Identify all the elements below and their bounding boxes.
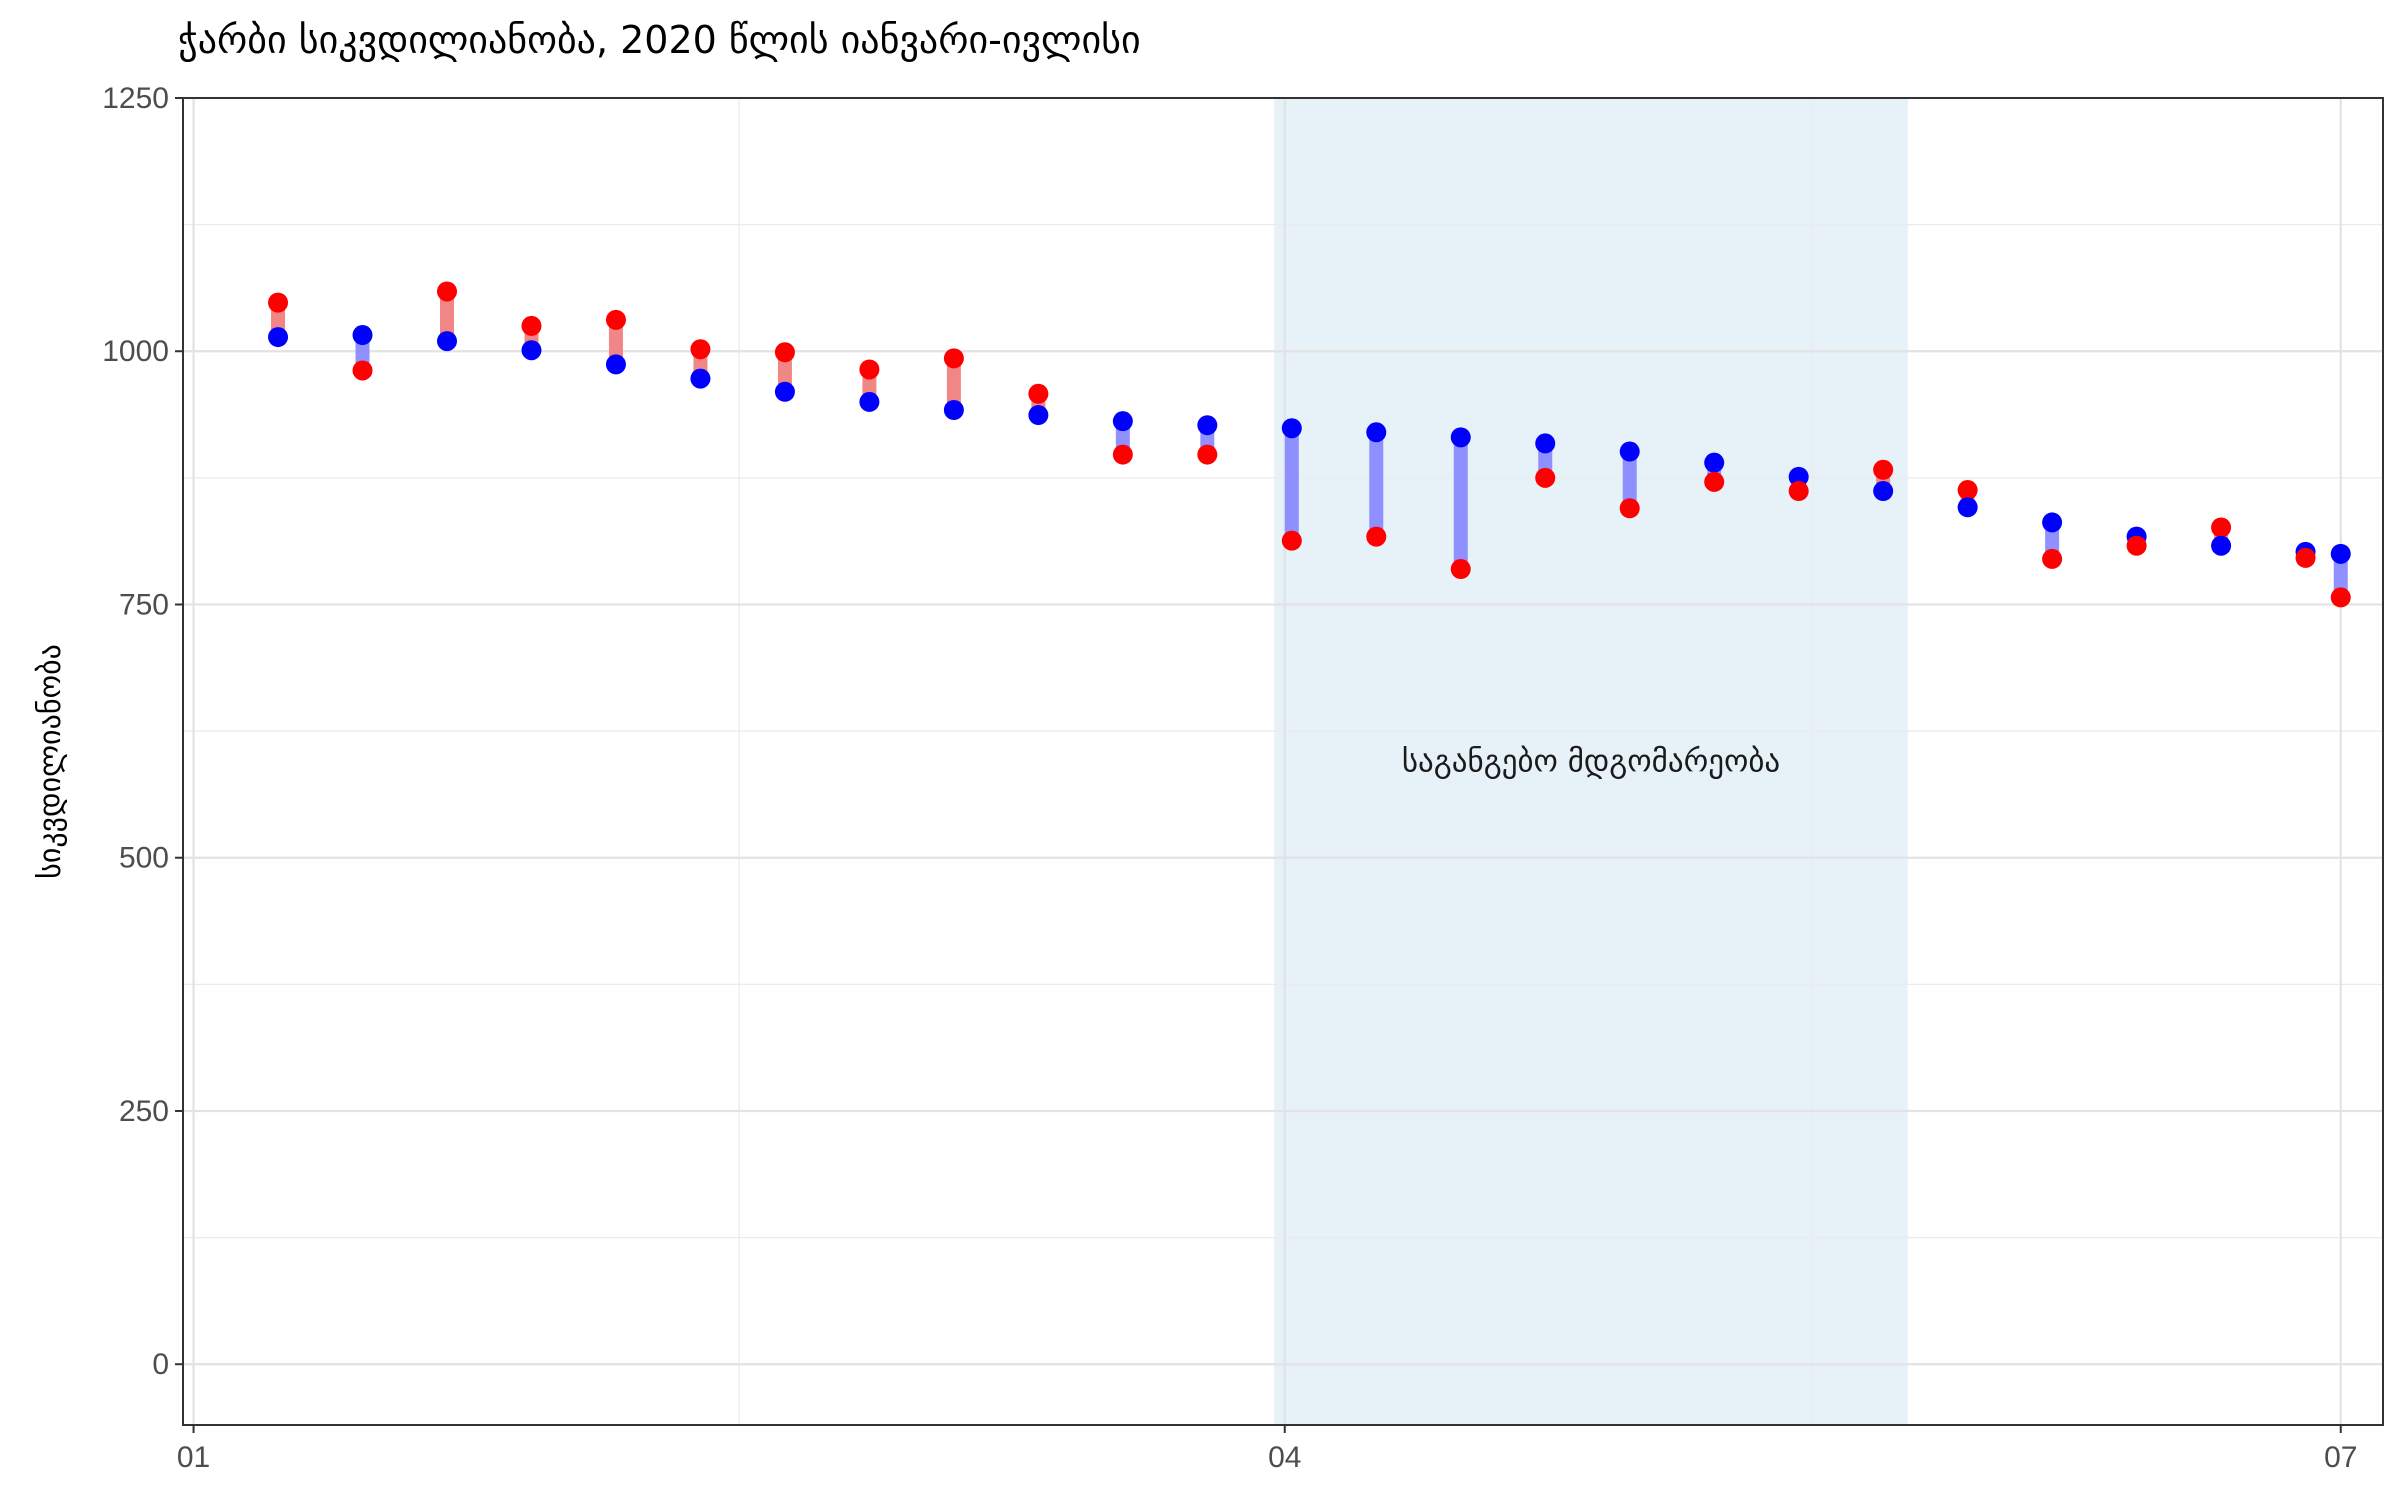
point-blue — [1704, 452, 1725, 473]
point-blue — [2211, 535, 2232, 556]
point-blue — [1366, 422, 1387, 443]
point-red — [1535, 467, 1556, 488]
point-blue — [1788, 466, 1809, 487]
shaded-region — [1274, 98, 1908, 1425]
point-red — [859, 359, 880, 380]
y-tick-label: 250 — [119, 1095, 169, 1128]
y-tick-label: 1000 — [102, 335, 169, 368]
y-axis-title: სიკვდილიანობა — [33, 644, 68, 879]
point-blue — [1197, 415, 1218, 436]
point-blue — [1281, 418, 1302, 439]
point-red — [1281, 530, 1302, 551]
y-tick-label: 750 — [119, 588, 169, 621]
point-red — [1704, 471, 1725, 492]
point-blue — [268, 327, 289, 348]
point-red — [2211, 517, 2232, 538]
x-tick-label: 04 — [1268, 1441, 1301, 1474]
point-blue — [1873, 481, 1894, 502]
point-blue — [859, 391, 880, 412]
point-red — [1366, 526, 1387, 547]
point-red — [1197, 444, 1218, 465]
point-red — [943, 348, 964, 369]
y-tick-label: 500 — [119, 842, 169, 875]
point-blue — [1450, 427, 1471, 448]
point-blue — [1535, 433, 1556, 454]
point-blue — [2042, 512, 2063, 533]
point-blue — [1112, 411, 1133, 432]
y-tick-label: 1250 — [102, 82, 169, 115]
point-blue — [1957, 497, 1978, 518]
point-red — [2330, 587, 2351, 608]
point-red — [2126, 535, 2147, 556]
point-blue — [605, 354, 626, 375]
point-red — [1112, 444, 1133, 465]
point-red — [521, 315, 542, 336]
point-blue — [1028, 405, 1049, 426]
point-blue — [437, 331, 457, 352]
point-blue — [774, 381, 795, 402]
point-blue — [352, 325, 373, 346]
y-tick-label: 0 — [152, 1348, 169, 1381]
point-red — [268, 292, 289, 313]
point-red — [1619, 498, 1640, 519]
point-red — [1788, 481, 1809, 502]
x-tick-label: 07 — [2324, 1441, 2357, 1474]
point-red — [605, 309, 626, 330]
point-red — [1028, 383, 1049, 404]
point-red — [774, 342, 795, 363]
point-blue — [2330, 543, 2351, 564]
point-red — [1957, 480, 1978, 501]
point-blue — [1619, 441, 1640, 462]
point-red — [1450, 559, 1471, 580]
shaded-region-label: საგანგებო მდგომარეობა — [1402, 744, 1780, 780]
chart-title: ჭარბი სიკვდილიანობა, 2020 წლის იანვარი-ი… — [178, 18, 1141, 62]
panel-border — [182, 97, 2384, 1426]
x-tick-label: 01 — [177, 1441, 210, 1474]
point-blue — [943, 399, 964, 420]
point-red — [2295, 547, 2316, 568]
point-red — [352, 360, 373, 381]
point-red — [437, 281, 457, 302]
point-red — [690, 339, 711, 360]
point-red — [2042, 548, 2063, 569]
point-blue — [521, 340, 542, 361]
point-red — [1873, 459, 1894, 480]
point-blue — [690, 368, 711, 389]
